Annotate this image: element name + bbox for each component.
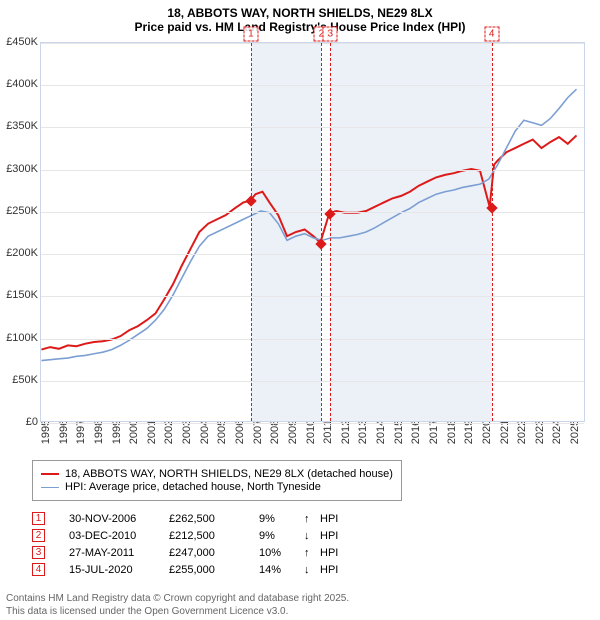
sale-date: 30-NOV-2006 [69,513,169,525]
gridline [41,254,584,255]
gridline [41,127,584,128]
sale-row: 3 27-MAY-2011£247,00010%↑HPI [32,546,350,559]
sale-date: 15-JUL-2020 [69,564,169,576]
sale-pct: 14% [259,564,304,576]
chart-title: 18, ABBOTS WAY, NORTH SHIELDS, NE29 8LX [0,0,600,20]
footer-line-2: This data is licensed under the Open Gov… [6,606,349,619]
marker-vline [492,43,493,421]
sale-hpi-label: HPI [320,564,350,576]
sale-pct: 9% [259,513,304,525]
y-tick-label: £350K [0,120,38,132]
gridline [41,85,584,86]
gridline [41,212,584,213]
sale-marker-num: 3 [32,546,45,559]
sale-hpi-label: HPI [320,530,350,542]
sale-hpi-label: HPI [320,513,350,525]
sale-marker-num: 2 [32,529,45,542]
gridline [41,339,584,340]
chart-svg [41,43,584,421]
chart-marker-box: 1 [243,27,258,42]
gridline [41,381,584,382]
y-tick-label: £450K [0,36,38,48]
y-tick-label: £200K [0,247,38,259]
legend-label: HPI: Average price, detached house, Nort… [65,481,321,493]
series-hpi [41,89,576,360]
sale-price: £255,000 [169,564,259,576]
gridline [41,43,584,44]
sale-price: £262,500 [169,513,259,525]
marker-vline [251,43,252,421]
sale-pct: 9% [259,530,304,542]
y-tick-label: £0 [0,416,38,428]
arrow-icon: ↓ [304,564,320,576]
sale-date: 27-MAY-2011 [69,547,169,559]
y-tick-label: £100K [0,332,38,344]
sale-date: 03-DEC-2010 [69,530,169,542]
arrow-icon: ↓ [304,530,320,542]
footer-line-1: Contains HM Land Registry data © Crown c… [6,593,349,606]
legend-swatch [41,487,59,488]
chart-marker-box: 4 [484,27,499,42]
chart-marker-box: 3 [323,27,338,42]
legend-item: HPI: Average price, detached house, Nort… [41,481,393,493]
legend-item: 18, ABBOTS WAY, NORTH SHIELDS, NE29 8LX … [41,468,393,480]
sales-table: 130-NOV-2006£262,5009%↑HPI203-DEC-2010£2… [32,508,350,580]
gridline [41,170,584,171]
sale-row: 4 15-JUL-2020£255,00014%↓HPI [32,563,350,576]
sale-marker-num: 1 [32,512,45,525]
sale-price: £247,000 [169,547,259,559]
sale-price: £212,500 [169,530,259,542]
legend-swatch [41,473,59,475]
plot-area: 1234 [40,42,585,422]
sale-pct: 10% [259,547,304,559]
legend-box: 18, ABBOTS WAY, NORTH SHIELDS, NE29 8LX … [32,460,402,501]
arrow-icon: ↑ [304,513,320,525]
gridline [41,423,584,424]
y-tick-label: £50K [0,374,38,386]
arrow-icon: ↑ [304,547,320,559]
license-footer: Contains HM Land Registry data © Crown c… [6,593,349,618]
chart-subtitle: Price paid vs. HM Land Registry's House … [0,20,600,34]
legend-label: 18, ABBOTS WAY, NORTH SHIELDS, NE29 8LX … [65,468,393,480]
sale-marker-num: 4 [32,563,45,576]
y-tick-label: £300K [0,163,38,175]
y-tick-label: £150K [0,289,38,301]
y-tick-label: £250K [0,205,38,217]
y-tick-label: £400K [0,78,38,90]
sale-row: 1 30-NOV-2006£262,5009%↑HPI [32,512,350,525]
gridline [41,296,584,297]
marker-vline [321,43,322,421]
sale-hpi-label: HPI [320,547,350,559]
marker-vline [330,43,331,421]
sale-row: 2 03-DEC-2010£212,5009%↓HPI [32,529,350,542]
